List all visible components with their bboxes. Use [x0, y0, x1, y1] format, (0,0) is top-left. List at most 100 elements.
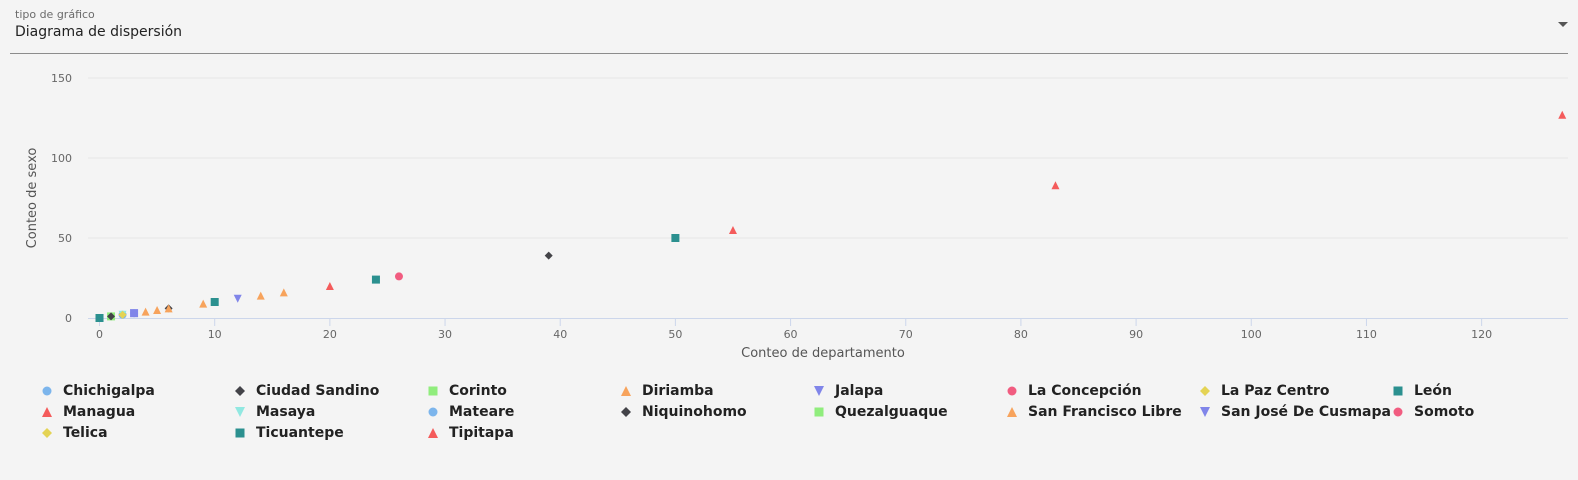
- legend-triangle-down-icon: [814, 386, 824, 396]
- x-tick-label: 0: [96, 328, 103, 341]
- legend-label: Tipitapa: [449, 425, 514, 441]
- chart-type-select[interactable]: tipo de gráfico Diagrama de dispersión: [10, 0, 1568, 54]
- legend-item[interactable]: Corinto: [426, 382, 619, 400]
- x-tick-label: 110: [1356, 328, 1377, 341]
- y-tick-label: 50: [58, 232, 72, 245]
- legend-item[interactable]: Ticuantepe: [233, 424, 426, 442]
- legend-label: Ticuantepe: [256, 425, 344, 441]
- data-point[interactable]: [233, 294, 242, 303]
- legend-label: Mateare: [449, 404, 515, 420]
- y-tick-label: 100: [51, 152, 72, 165]
- x-axis-title: Conteo de departamento: [741, 346, 905, 361]
- x-tick-label: 100: [1241, 328, 1262, 341]
- legend-item[interactable]: San Francisco Libre: [1005, 403, 1198, 421]
- legend-label: Corinto: [449, 383, 507, 399]
- legend-item[interactable]: Masaya: [233, 403, 426, 421]
- legend-item[interactable]: Managua: [40, 403, 233, 421]
- x-tick-label: 30: [438, 328, 452, 341]
- legend-label: La Concepción: [1028, 383, 1142, 399]
- legend-label: La Paz Centro: [1221, 383, 1330, 399]
- legend-label: San José De Cusmapa: [1221, 404, 1391, 420]
- legend-item[interactable]: San José De Cusmapa: [1198, 403, 1391, 421]
- data-point[interactable]: [164, 304, 173, 313]
- scatter-chart: 0 50 100 150 0 10 20 30 40 50 60 70 80 90 100 110 120 Con…: [25, 72, 1568, 361]
- chart-type-label: tipo de gráfico: [15, 8, 95, 21]
- data-point[interactable]: [95, 314, 104, 322]
- legend-label: Quezalguaque: [835, 404, 948, 420]
- legend-item[interactable]: Mateare: [426, 403, 619, 421]
- legend-item[interactable]: Niquinohomo: [619, 403, 812, 421]
- legend-triangle-icon: [42, 407, 52, 417]
- legend-label: Diriamba: [642, 383, 714, 399]
- legend-diamond-icon: [235, 386, 245, 396]
- x-tick-label: 120: [1471, 328, 1492, 341]
- legend-square-icon: [1393, 386, 1403, 396]
- x-tick-label: 40: [553, 328, 567, 341]
- chart-legend: Chichigalpa Ciudad Sandino Corinto Diriamba…: [40, 382, 1570, 442]
- legend-item[interactable]: Ciudad Sandino: [233, 382, 426, 400]
- legend-circle-icon: [428, 407, 438, 417]
- legend-circle-icon: [42, 386, 52, 396]
- data-point[interactable]: [107, 312, 116, 321]
- legend-item[interactable]: Telica: [40, 424, 233, 442]
- legend-item[interactable]: Jalapa: [812, 382, 1005, 400]
- legend-circle-icon: [1007, 386, 1017, 396]
- x-tick-label: 20: [323, 328, 337, 341]
- legend-square-icon: [235, 428, 245, 438]
- legend-diamond-icon: [1200, 386, 1210, 396]
- data-point[interactable]: [325, 282, 334, 290]
- legend-item[interactable]: Chichigalpa: [40, 382, 233, 400]
- legend-label: Somoto: [1414, 404, 1475, 420]
- legend-triangle-icon: [1007, 407, 1017, 417]
- y-tick-label: 0: [65, 312, 72, 325]
- legend-square-icon: [814, 407, 824, 417]
- data-point[interactable]: [728, 226, 737, 234]
- legend-triangle-icon: [428, 428, 438, 438]
- data-point[interactable]: [130, 309, 139, 318]
- data-point[interactable]: [671, 234, 680, 242]
- dropdown-arrow-icon[interactable]: [1558, 22, 1568, 27]
- data-point[interactable]: [1051, 181, 1060, 190]
- x-tick-label: 90: [1129, 328, 1143, 341]
- legend-item[interactable]: La Concepción: [1005, 382, 1198, 400]
- x-tick-label: 60: [784, 328, 798, 341]
- legend-triangle-down-icon: [235, 407, 245, 417]
- y-axis-title: Conteo de sexo: [25, 148, 40, 249]
- legend-item[interactable]: Tipitapa: [426, 424, 619, 442]
- data-point[interactable]: [153, 306, 162, 314]
- chart-type-value[interactable]: Diagrama de dispersión: [15, 24, 183, 40]
- legend-label: Jalapa: [835, 383, 884, 399]
- data-point[interactable]: [141, 307, 150, 316]
- data-point[interactable]: [1558, 110, 1567, 119]
- legend-label: San Francisco Libre: [1028, 404, 1182, 420]
- data-point[interactable]: [279, 288, 288, 297]
- legend-label: Telica: [63, 425, 108, 441]
- legend-label: Masaya: [256, 404, 316, 420]
- legend-label: Niquinohomo: [642, 404, 747, 420]
- legend-label: Chichigalpa: [63, 383, 155, 399]
- legend-item[interactable]: Somoto: [1391, 403, 1578, 421]
- data-point[interactable]: [256, 291, 265, 300]
- data-point[interactable]: [371, 275, 380, 284]
- legend-label: Ciudad Sandino: [256, 383, 380, 399]
- x-tick-label: 50: [668, 328, 682, 341]
- data-point[interactable]: [118, 310, 127, 319]
- legend-item[interactable]: Diriamba: [619, 382, 812, 400]
- legend-label: Managua: [63, 404, 136, 420]
- legend-item[interactable]: La Paz Centro: [1198, 382, 1391, 400]
- data-point[interactable]: [544, 251, 553, 260]
- data-point[interactable]: [199, 299, 208, 308]
- legend-triangle-down-icon: [1200, 407, 1210, 417]
- legend-triangle-icon: [621, 386, 631, 396]
- legend-square-icon: [428, 386, 438, 396]
- legend-label: León: [1414, 383, 1453, 399]
- data-point[interactable]: [394, 272, 403, 281]
- legend-diamond-icon: [621, 407, 631, 417]
- data-point[interactable]: [210, 298, 219, 306]
- legend-diamond-icon: [42, 428, 52, 438]
- legend-item[interactable]: Quezalguaque: [812, 403, 1005, 421]
- y-tick-label: 150: [51, 72, 72, 85]
- legend-item[interactable]: León: [1391, 382, 1578, 400]
- x-tick-label: 70: [899, 328, 913, 341]
- legend-circle-icon: [1393, 407, 1403, 417]
